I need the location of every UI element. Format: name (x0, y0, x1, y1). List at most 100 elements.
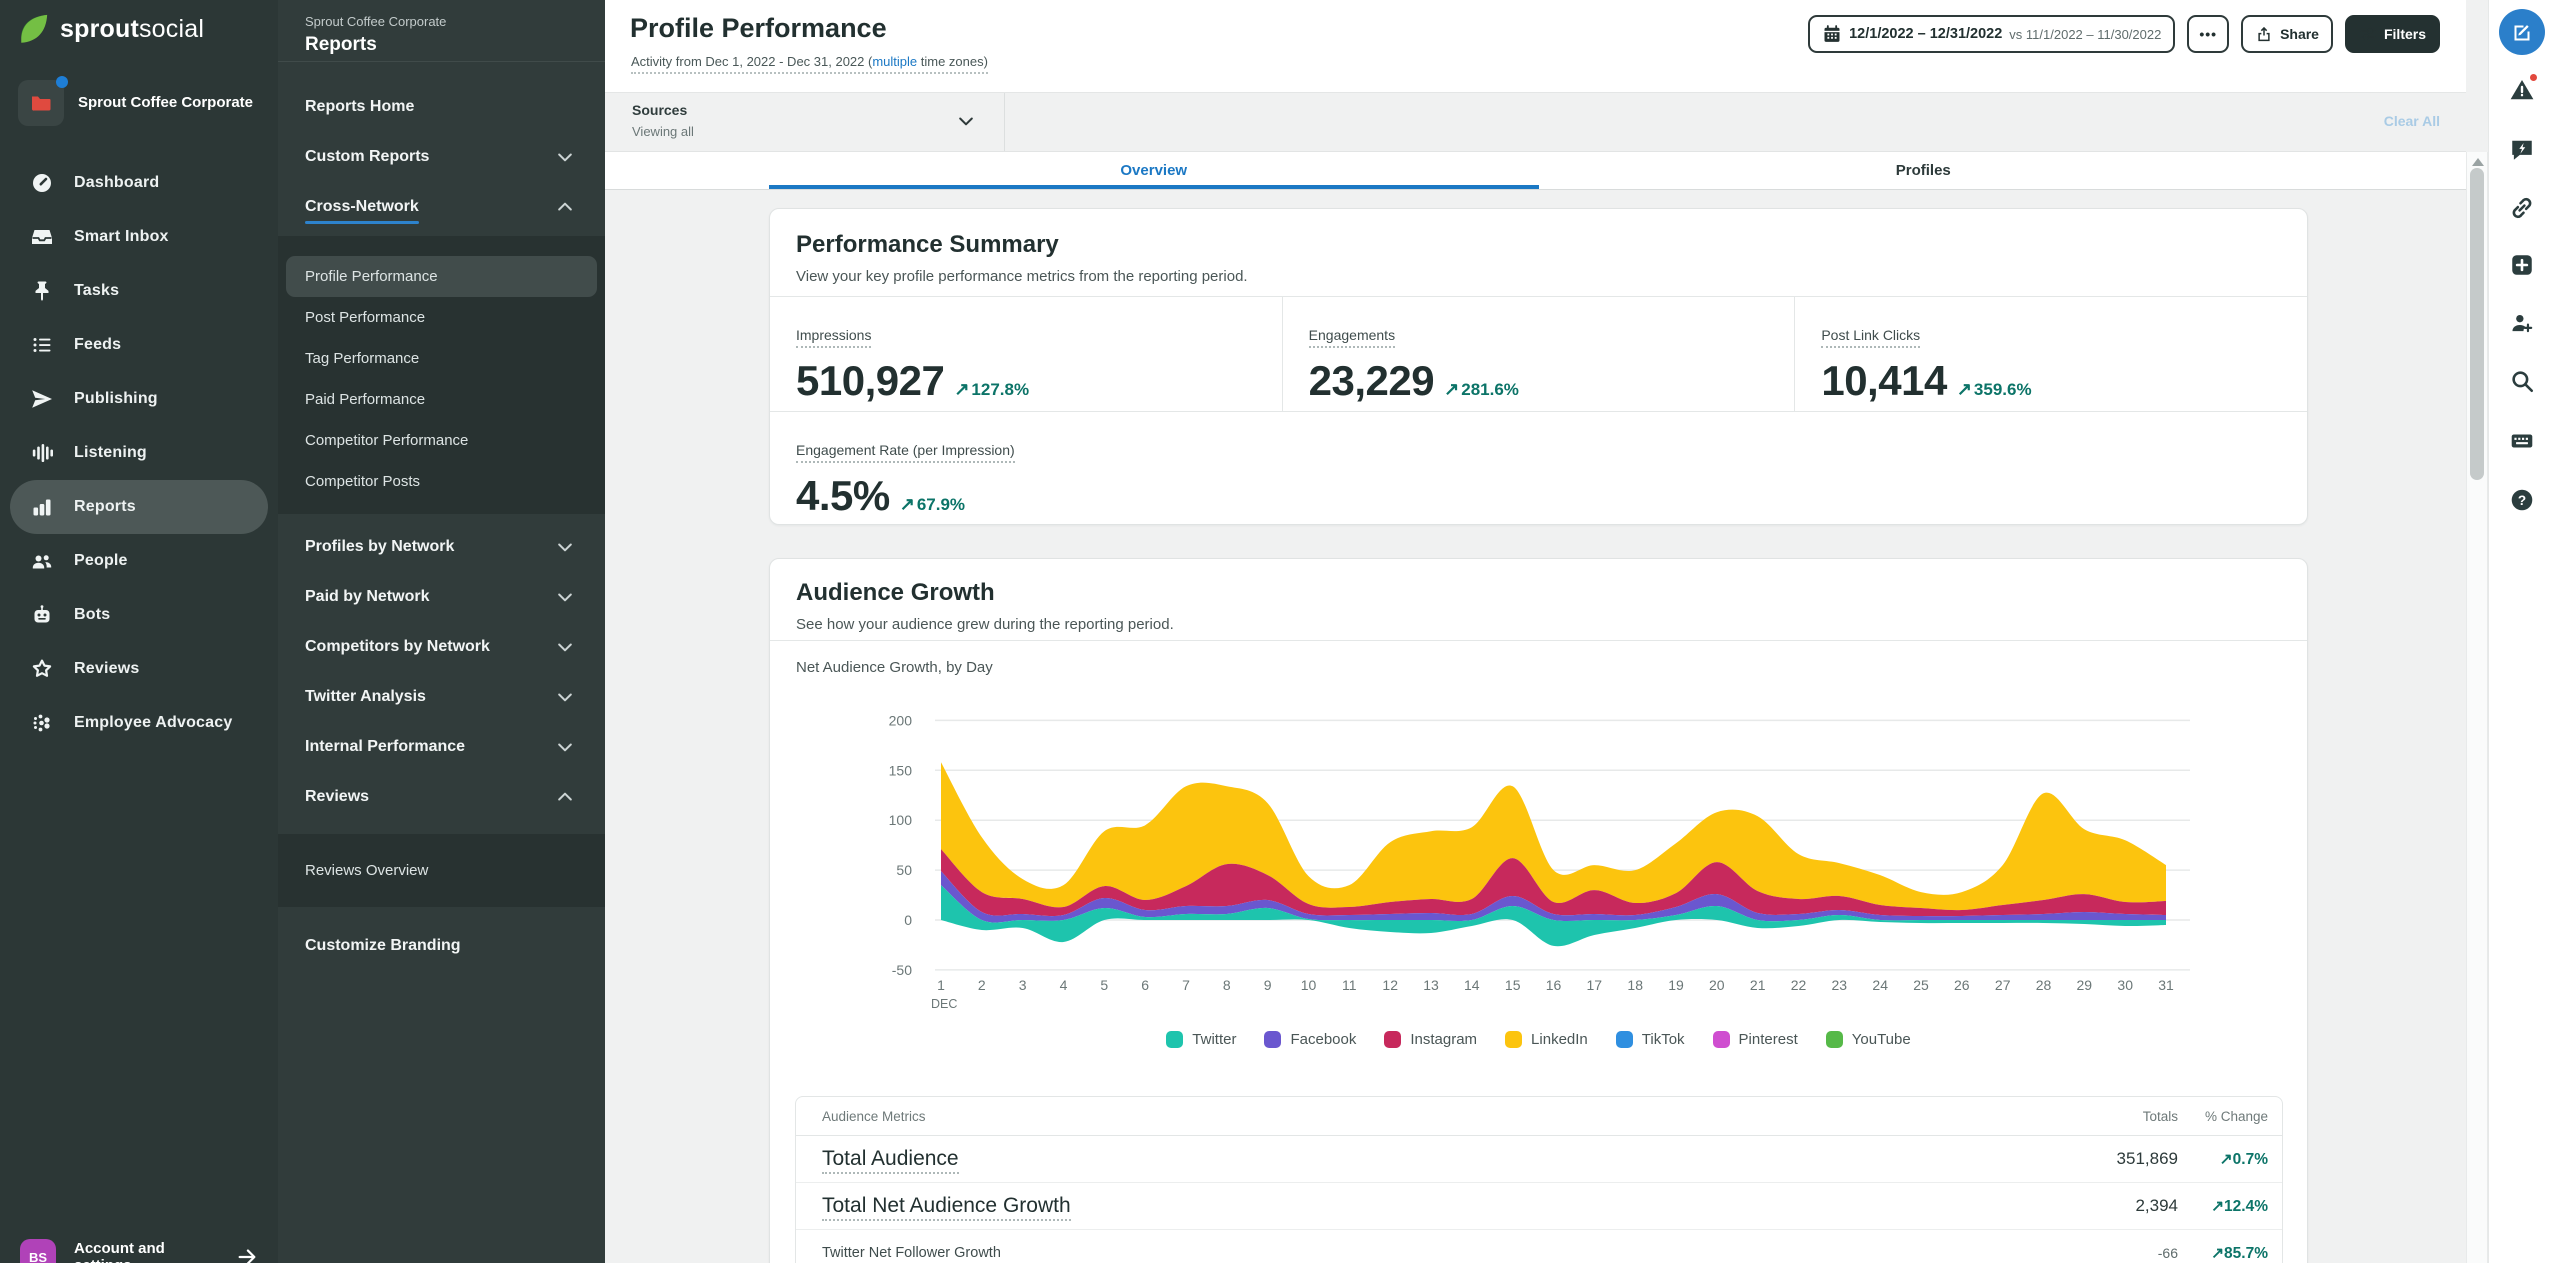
submenu-item-customize-branding[interactable]: Customize Branding (305, 937, 461, 954)
publishing-icon (30, 387, 54, 411)
legend-item-pinterest[interactable]: Pinterest (1712, 1031, 1798, 1048)
scrollbar-up-arrow[interactable] (2472, 158, 2484, 166)
sources-dropdown[interactable]: Sources Viewing all (605, 93, 1005, 151)
chevron-up-icon (555, 787, 575, 807)
quick-actions-rail: ? (2488, 0, 2555, 1263)
submenu-item-custom-reports[interactable]: Custom Reports (278, 132, 605, 182)
workspace-selector[interactable]: Sprout Coffee Corporate (18, 76, 268, 126)
sidebar-item-dashboard[interactable]: Dashboard (0, 156, 278, 210)
account-and-settings[interactable]: BS Account and settings (20, 1239, 258, 1263)
submenu-item-reviews[interactable]: Reviews (278, 772, 605, 822)
submenu-eyebrow: Sprout Coffee Corporate (305, 14, 447, 29)
sidebar-item-smart-inbox[interactable]: Smart Inbox (0, 210, 278, 264)
svg-text:29: 29 (2077, 977, 2093, 993)
submenu-item-profile-performance[interactable]: Profile Performance (286, 256, 597, 297)
main-content: Profile Performance Activity from Dec 1,… (605, 0, 2466, 1263)
legend-item-instagram[interactable]: Instagram (1384, 1031, 1477, 1048)
submenu-item-paid-performance[interactable]: Paid Performance (305, 391, 426, 408)
svg-text:8: 8 (1223, 977, 1231, 993)
metric-label[interactable]: Impressions (796, 327, 872, 348)
header-actions: 12/1/2022 – 12/31/2022 vs 11/1/2022 – 11… (1808, 15, 2440, 53)
legend-item-twitter[interactable]: Twitter (1166, 1031, 1236, 1048)
metric-change: ↗ 359.6% (1956, 379, 2032, 399)
table-row-label[interactable]: Total Audience (822, 1147, 959, 1174)
performance-summary-card: Performance Summary View your key profil… (769, 208, 2308, 525)
metric-label[interactable]: Engagements (1308, 327, 1396, 348)
sidebar-item-reports[interactable]: Reports (10, 480, 268, 534)
svg-text:-50: -50 (892, 962, 912, 978)
legend-item-tiktok[interactable]: TikTok (1615, 1031, 1685, 1048)
svg-text:3: 3 (1019, 977, 1027, 993)
table-row-change: ↗12.4% (2211, 1197, 2268, 1215)
scrollbar-thumb[interactable] (2470, 168, 2484, 480)
submenu-item-post-performance[interactable]: Post Performance (305, 309, 426, 326)
legend-item-youtube[interactable]: YouTube (1825, 1031, 1911, 1048)
submenu-item-twitter-analysis[interactable]: Twitter Analysis (278, 672, 605, 722)
performance-summary-title: Performance Summary (796, 231, 1059, 258)
rail-link-button[interactable] (2509, 195, 2535, 221)
filters-button[interactable]: Filters (2344, 15, 2440, 53)
chart-label: Net Audience Growth, by Day (796, 659, 993, 676)
legend-item-linkedin[interactable]: LinkedIn (1505, 1031, 1588, 1048)
submenu-item-reviews-overview[interactable]: Reviews Overview (305, 862, 429, 879)
rail-new-item-button[interactable] (2509, 252, 2535, 278)
svg-text:7: 7 (1182, 977, 1190, 993)
metric-label[interactable]: Post Link Clicks (1821, 327, 1921, 348)
sidebar-item-listening[interactable]: Listening (0, 426, 278, 480)
metric-label[interactable]: Engagement Rate (per Impression) (796, 442, 1015, 463)
chevron-down-icon (956, 111, 976, 131)
more-options-button[interactable]: ••• (2187, 15, 2230, 53)
tab-profiles[interactable]: Profiles (1895, 162, 1951, 179)
legend-item-facebook[interactable]: Facebook (1264, 1031, 1356, 1048)
date-range-button[interactable]: 12/1/2022 – 12/31/2022 vs 11/1/2022 – 11… (1808, 15, 2176, 53)
rail-keyboard-shortcuts-button[interactable] (2509, 428, 2535, 454)
page-header: Profile Performance Activity from Dec 1,… (605, 0, 2466, 93)
chart-legend: Twitter Facebook Instagram LinkedIn TikTok Pi… (770, 1031, 2307, 1048)
submenu-item-reports-home[interactable]: Reports Home (305, 98, 415, 115)
reviews-icon (30, 657, 54, 681)
rail-search-button[interactable] (2509, 368, 2535, 394)
sidebar-item-employee-advocacy[interactable]: Employee Advocacy (0, 696, 278, 750)
sidebar-item-feeds[interactable]: Feeds (0, 318, 278, 372)
clear-all-button[interactable]: Clear All (2383, 113, 2440, 129)
submenu-item-competitors-by-network[interactable]: Competitors by Network (278, 622, 605, 672)
submenu-item-internal-performance[interactable]: Internal Performance (278, 722, 605, 772)
sprout-leaf-icon (16, 12, 50, 46)
sidebar-item-publishing[interactable]: Publishing (0, 372, 278, 426)
submenu-item-paid-by-network[interactable]: Paid by Network (278, 572, 605, 622)
svg-text:19: 19 (1668, 977, 1684, 993)
svg-text:2: 2 (978, 977, 986, 993)
metric-change: ↗ 127.8% (954, 379, 1030, 399)
sidebar-item-reviews[interactable]: Reviews (0, 642, 278, 696)
sidebar-nav: Dashboard Smart Inbox Tasks Feeds Publishing… (0, 156, 278, 750)
sprout-logo[interactable]: sproutsocial (16, 12, 204, 46)
submenu-item-tag-performance[interactable]: Tag Performance (305, 350, 420, 367)
submenu-group-cross-network: Profile Performance Post Performance Tag P… (278, 236, 605, 514)
rail-quick-replies-button[interactable] (2509, 137, 2535, 163)
rail-help-button[interactable]: ? (2509, 487, 2535, 513)
table-row-label[interactable]: Twitter Net Follower Growth (822, 1245, 1001, 1263)
rail-add-user-button[interactable] (2509, 310, 2535, 336)
share-button[interactable]: Share (2241, 15, 2333, 53)
submenu-item-competitor-posts[interactable]: Competitor Posts (305, 473, 421, 490)
sidebar-item-tasks[interactable]: Tasks (0, 264, 278, 318)
submenu-item-profiles-by-network[interactable]: Profiles by Network (278, 522, 605, 572)
svg-text:12: 12 (1382, 977, 1398, 993)
submenu-item-cross-network[interactable]: Cross-Network (278, 182, 605, 232)
rail-alerts-button[interactable] (2509, 72, 2539, 103)
rail-compose-button[interactable] (2499, 9, 2545, 55)
avatar: BS (20, 1239, 56, 1263)
multiple-timezones-link[interactable]: multiple (872, 54, 918, 69)
submenu-item-competitor-performance[interactable]: Competitor Performance (305, 432, 469, 449)
page-title: Profile Performance (630, 13, 887, 43)
table-row-label[interactable]: Total Net Audience Growth (822, 1194, 1071, 1221)
share-icon (2255, 25, 2273, 43)
svg-text:100: 100 (889, 812, 913, 828)
dashboard-icon (30, 171, 54, 195)
main-scrollbar[interactable] (2466, 152, 2488, 1263)
sidebar-item-bots[interactable]: Bots (0, 588, 278, 642)
tab-overview[interactable]: Overview (769, 152, 1539, 189)
sidebar-item-people[interactable]: People (0, 534, 278, 588)
filters-bar: Sources Viewing all Clear All (605, 93, 2466, 152)
